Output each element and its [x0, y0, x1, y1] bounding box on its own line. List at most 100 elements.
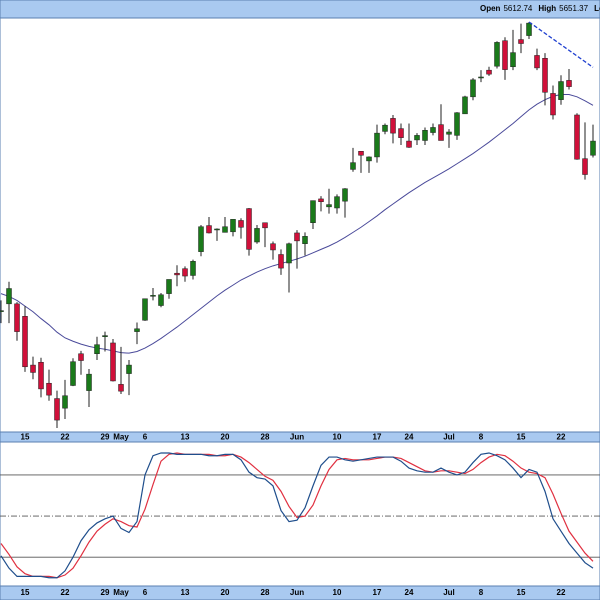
candle-body [542, 58, 548, 93]
x-tick-label: May [113, 588, 129, 597]
x-tick-label: May [113, 433, 129, 442]
trend-line [528, 21, 594, 68]
candle-body [454, 112, 460, 136]
candle-body [158, 294, 164, 306]
x-tick-label: 15 [21, 433, 30, 442]
candle-body [326, 204, 332, 208]
candle-body [254, 228, 260, 243]
candle-body [86, 373, 92, 391]
candle-body [366, 156, 372, 162]
x-tick-label: 22 [61, 588, 70, 597]
candle-body [54, 398, 60, 421]
candle-body [566, 80, 572, 87]
candle-body [134, 328, 140, 332]
candle-body [230, 219, 236, 233]
candle-body [46, 382, 52, 396]
candle-body [70, 361, 76, 386]
candle-body [590, 140, 596, 156]
candle-body [558, 81, 564, 100]
candle-body [118, 384, 124, 392]
x-tick-label: Jul [443, 588, 455, 597]
x-tick-label: 6 [143, 433, 148, 442]
x-tick-label: 13 [181, 588, 190, 597]
candle-body [582, 158, 588, 175]
candle-body [494, 42, 500, 67]
candle-body [126, 364, 132, 374]
x-tick-label: Jun [290, 588, 304, 597]
x-tick-label: 24 [405, 433, 414, 442]
candle-body [150, 295, 156, 297]
x-tick-label: 20 [221, 433, 230, 442]
candle-body [6, 288, 12, 305]
candle-body [166, 279, 172, 294]
price-panel [0, 17, 600, 433]
candle-body [350, 162, 356, 170]
candle-body [214, 228, 220, 231]
candle-body [286, 243, 292, 264]
candle-body [422, 130, 428, 141]
candle-body [406, 140, 412, 148]
candle-body [102, 335, 108, 337]
candle-body [198, 226, 204, 252]
x-tick-label: 20 [221, 588, 230, 597]
candle-body [310, 200, 316, 223]
candle-body [342, 188, 348, 202]
candle-body [390, 118, 396, 134]
oscillator-panel [0, 441, 600, 587]
header-label: High [538, 4, 556, 13]
candle-body [222, 226, 228, 233]
x-tick-label: Jun [290, 433, 304, 442]
candle-body [30, 364, 36, 373]
header-value: 5651.37 [559, 4, 588, 13]
x-tick-label: 29 [101, 588, 110, 597]
candle-body [238, 220, 244, 228]
x-tick-label: 15 [517, 433, 526, 442]
candle-body [398, 128, 404, 138]
candle-body [502, 40, 508, 70]
x-tick-label: 22 [557, 433, 566, 442]
candle-body [574, 114, 580, 160]
x-axis-strip [0, 585, 600, 600]
candle-body [262, 222, 268, 229]
candle-body [334, 196, 340, 209]
candle-body [14, 303, 20, 332]
candle-body [270, 243, 276, 251]
candle-body [358, 151, 364, 156]
candle-body [38, 361, 44, 390]
x-tick-label: 8 [479, 588, 484, 597]
header-label: Low [594, 4, 600, 13]
candle-body [430, 127, 436, 133]
header-label: Open [480, 4, 501, 13]
header-value: 5612.74 [503, 4, 532, 13]
candle-body [110, 342, 116, 382]
candle-body [142, 298, 148, 321]
candle-body [278, 254, 284, 269]
candle-body [318, 198, 324, 202]
candle-body [302, 236, 308, 244]
candle-body [190, 261, 196, 276]
x-tick-label: 10 [333, 433, 342, 442]
candle-body [0, 310, 4, 312]
x-tick-label: 10 [333, 588, 342, 597]
x-tick-label: 15 [517, 588, 526, 597]
candle-body [462, 96, 468, 115]
x-tick-label: 13 [181, 433, 190, 442]
candle-body [78, 353, 84, 361]
candle-body [174, 272, 180, 276]
x-tick-label: 17 [373, 588, 382, 597]
x-tick-label: Jul [443, 433, 455, 442]
x-tick-label: 22 [557, 588, 566, 597]
candle-body [518, 39, 524, 44]
candle-body [62, 395, 68, 409]
candle-body [294, 232, 300, 242]
candle-body [246, 208, 252, 250]
candle-body [374, 132, 380, 158]
candle-body [550, 93, 556, 116]
candle-body [446, 131, 452, 135]
candle-body [22, 316, 28, 368]
candle-body [526, 22, 532, 36]
x-tick-label: 22 [61, 433, 70, 442]
